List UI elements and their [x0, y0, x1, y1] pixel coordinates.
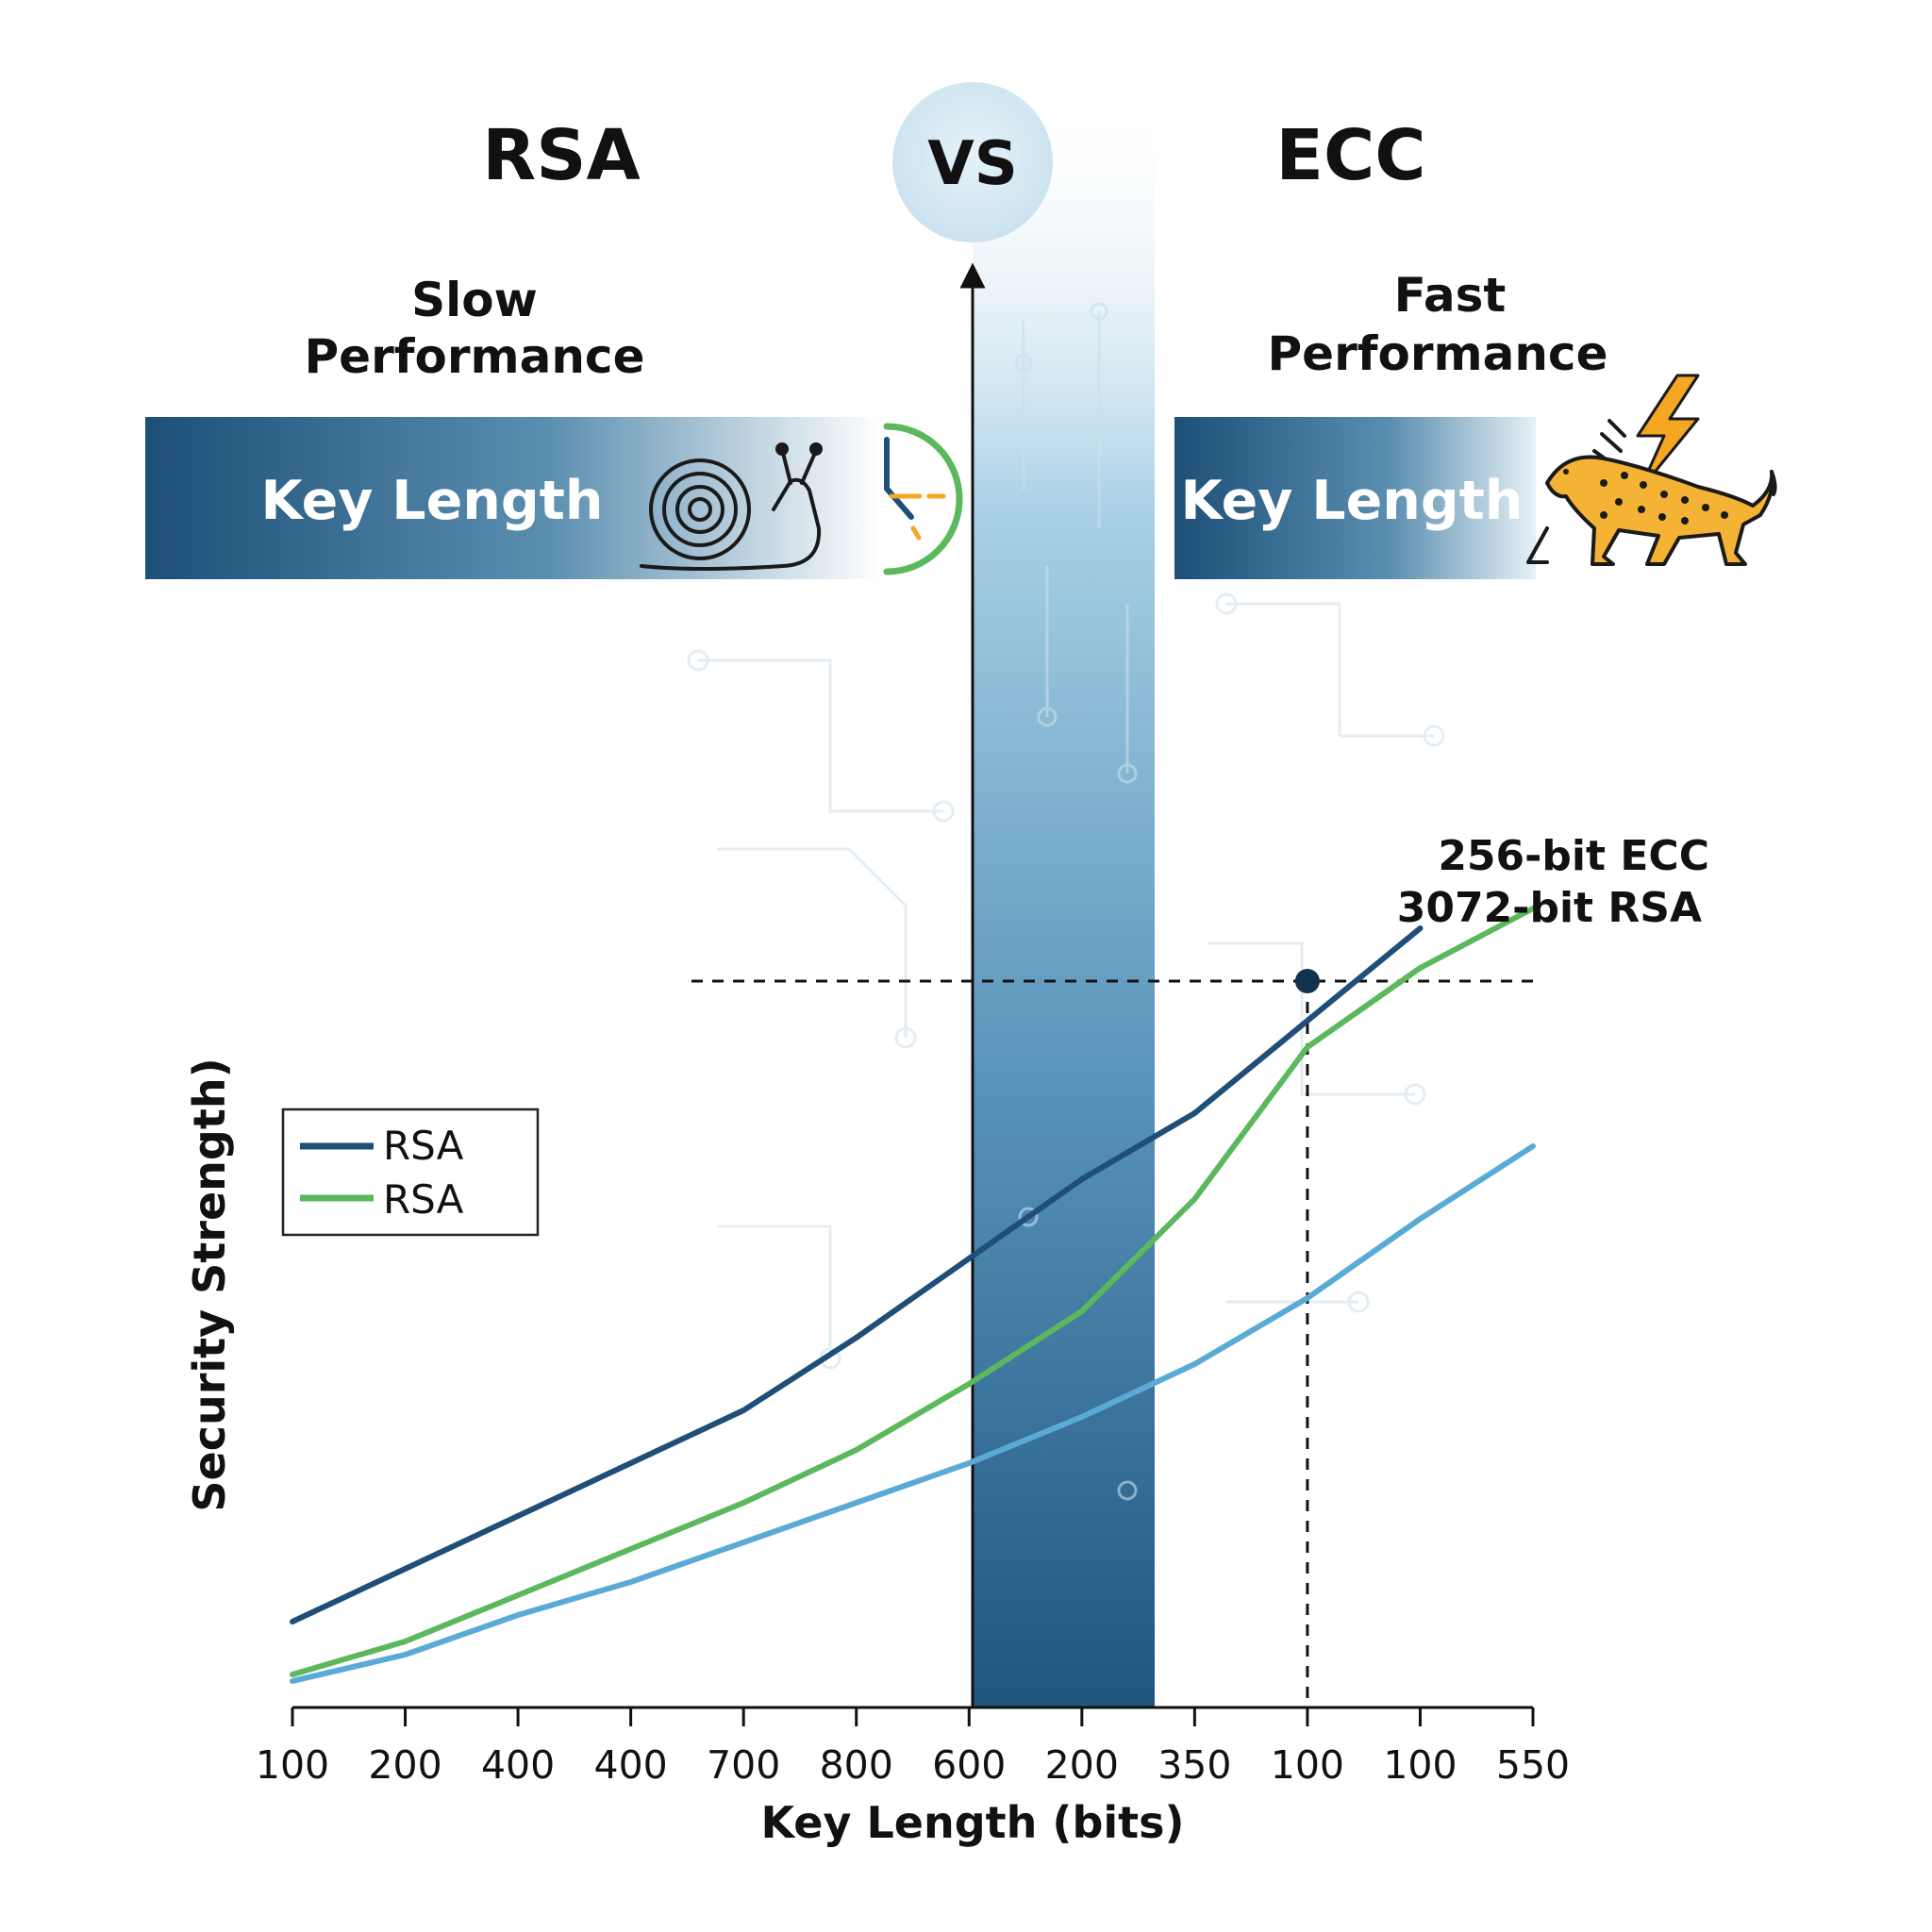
series-layer [290, 906, 1536, 1684]
series-line-0 [290, 925, 1424, 1624]
x-tick-label: 400 [481, 1742, 555, 1788]
x-tick-label: 600 [932, 1742, 1006, 1788]
legend-label-rsa-dark: RSA [383, 1123, 464, 1169]
rsa-title: RSA [482, 115, 641, 196]
y-axis-title: Security Strength) [184, 1058, 235, 1511]
x-tick-label: 200 [1045, 1742, 1119, 1788]
legend: RSA RSA [281, 1108, 540, 1237]
clock-icon [883, 423, 963, 575]
rsa-subtitle-line2: Performance [305, 329, 645, 384]
center-band [973, 113, 1155, 1707]
rsa-banner-label: Key Length [260, 470, 603, 532]
band-circuit-pattern [1014, 302, 1138, 1501]
ecc-subtitle-line1: Fast [1394, 268, 1507, 323]
x-tick-label: 100 [1383, 1742, 1457, 1788]
circuit-background [687, 592, 1445, 1370]
x-axis: 100 200 400 400 700 800 600 200 350 100 100 550 [256, 1706, 1570, 1788]
reference-point [1294, 969, 1320, 993]
x-tick-label: 700 [707, 1742, 780, 1788]
x-tick-label: 550 [1496, 1742, 1570, 1788]
legend-label-rsa-green: RSA [383, 1176, 464, 1223]
x-tick-label: 800 [820, 1742, 893, 1788]
ecc-subtitle-line2: Performance [1268, 326, 1608, 381]
x-tick-label: 200 [368, 1742, 441, 1788]
series-line-2 [290, 1143, 1536, 1684]
annotation-line2: 3072-bit RSA [1397, 884, 1702, 932]
ecc-title: ECC [1275, 115, 1425, 196]
snail-icon [640, 442, 823, 571]
rsa-subtitle-line1: Slow [411, 273, 538, 327]
x-tick-label: 400 [594, 1742, 668, 1788]
rsa-key-length-banner [145, 417, 881, 579]
cheetah-icon [1526, 455, 1777, 566]
legend-box [281, 1108, 540, 1237]
ecc-key-length-banner [1174, 417, 1536, 579]
annotation-line1: 256-bit ECC [1438, 832, 1709, 880]
vs-circle [892, 82, 1053, 242]
x-tick-label: 100 [1271, 1742, 1344, 1788]
ecc-banner-label: Key Length [1180, 470, 1523, 532]
x-tick-label: 350 [1158, 1742, 1231, 1788]
line-chart: 100 200 400 400 700 800 600 200 350 100 100 550 [256, 906, 1570, 1788]
x-axis-title: Key Length (bits) [760, 1797, 1184, 1848]
vs-label: VS [927, 129, 1018, 199]
x-tick-label: 100 [256, 1742, 329, 1788]
series-line-1 [290, 906, 1536, 1677]
